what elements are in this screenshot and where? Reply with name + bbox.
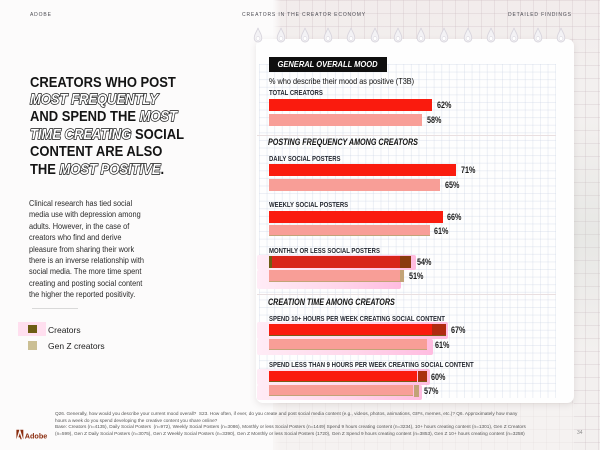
svg-text:Adobe: Adobe — [25, 431, 48, 440]
